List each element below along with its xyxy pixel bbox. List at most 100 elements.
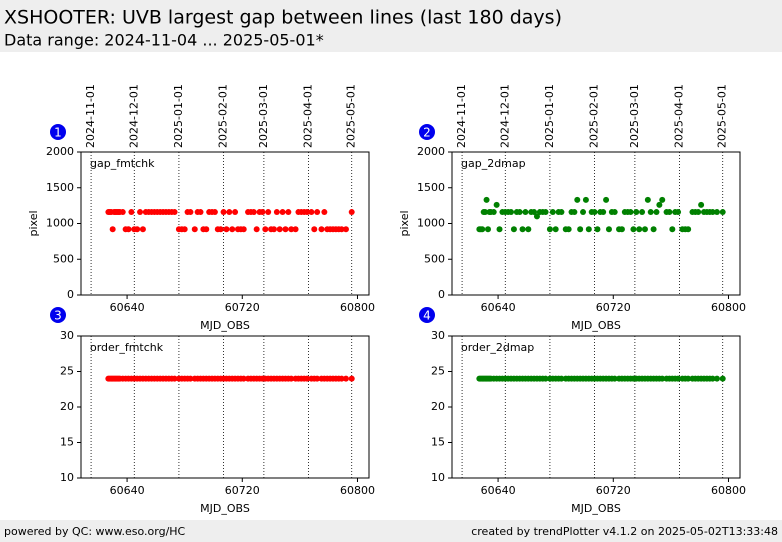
point (171, 209, 178, 216)
point (533, 213, 540, 220)
point (203, 226, 210, 233)
point (630, 226, 637, 233)
point (318, 226, 325, 233)
point (552, 226, 559, 233)
point (137, 209, 144, 216)
point (611, 375, 618, 382)
point (591, 209, 598, 216)
panel-badge (50, 307, 66, 323)
point (571, 209, 578, 216)
point (321, 209, 328, 216)
point (479, 226, 486, 233)
date-label: 2025-05-01 (345, 84, 358, 148)
y-tick-label: 1000 (46, 217, 74, 230)
y-tick-label: 20 (431, 400, 445, 413)
point (565, 226, 572, 233)
point (187, 375, 194, 382)
point (719, 375, 726, 382)
point (659, 375, 666, 382)
x-tick-label: 60640 (481, 484, 516, 497)
x-tick-label: 60800 (340, 301, 375, 314)
date-label: 2025-04-01 (302, 84, 315, 148)
y-tick-label: 1500 (417, 181, 445, 194)
point (666, 209, 673, 216)
point (516, 209, 523, 216)
panel-number: 3 (54, 309, 62, 323)
point (685, 226, 692, 233)
plot-frame (451, 335, 741, 479)
point (217, 226, 224, 233)
x-tick-label: 60720 (225, 484, 260, 497)
point (639, 209, 646, 216)
y-tick-label: 10 (431, 471, 445, 484)
point (577, 226, 584, 233)
date-label: 2024-11-01 (84, 84, 97, 148)
point (240, 375, 247, 382)
title: XSHOOTER: UVB largest gap between lines … (4, 7, 562, 29)
point (549, 209, 556, 216)
footer-bg (0, 520, 782, 542)
x-tick-label: 60800 (711, 301, 746, 314)
point (574, 196, 581, 203)
y-tick-label: 0 (438, 288, 445, 301)
point (304, 209, 311, 216)
point (485, 226, 491, 233)
point (605, 226, 612, 233)
point (653, 209, 660, 216)
point (342, 226, 349, 233)
header-bg (0, 0, 782, 52)
point (292, 226, 299, 233)
footer-right: created by trendPlotter v4.1.2 on 2025-0… (471, 525, 778, 538)
point (191, 226, 198, 233)
point (641, 226, 648, 233)
y-tick-label: 30 (431, 329, 445, 342)
x-axis-label: MJD_OBS (571, 502, 621, 515)
x-tick-label: 60720 (225, 301, 260, 314)
point (229, 226, 236, 233)
point (240, 226, 247, 233)
point (338, 375, 345, 382)
point (273, 209, 280, 216)
y-tick-label: 15 (431, 436, 445, 449)
point (636, 226, 643, 233)
point (171, 375, 178, 382)
point (220, 209, 227, 216)
point (522, 209, 529, 216)
plot-frame (451, 151, 741, 296)
x-tick-label: 60720 (596, 484, 631, 497)
point (508, 209, 515, 216)
plot-frame (80, 151, 370, 296)
point (265, 209, 272, 216)
x-tick-label: 60640 (481, 301, 516, 314)
point (119, 209, 126, 216)
y-tick-label: 1000 (417, 217, 445, 230)
point (659, 196, 666, 203)
series-label: gap_fmtchk (90, 157, 155, 170)
point (531, 209, 538, 216)
point (510, 226, 517, 233)
point (262, 226, 269, 233)
plot-frame (80, 335, 370, 479)
series-label: gap_2dmap (461, 157, 526, 170)
y-tick-label: 500 (424, 252, 445, 265)
x-axis-label: MJD_OBS (571, 319, 621, 332)
point (719, 209, 726, 216)
point (348, 209, 355, 216)
point (713, 209, 720, 216)
point (314, 209, 321, 216)
point (308, 209, 315, 216)
point (139, 226, 146, 233)
point (259, 209, 266, 216)
point (546, 226, 553, 233)
date-label: 2024-12-01 (498, 84, 511, 148)
point (226, 209, 233, 216)
x-tick-label: 60720 (596, 301, 631, 314)
point (483, 196, 490, 203)
subtitle: Data range: 2024-11-04 ... 2025-05-01* (4, 31, 324, 50)
point (270, 226, 277, 233)
point (594, 226, 601, 233)
point (482, 209, 489, 216)
point (600, 209, 607, 216)
point (542, 209, 549, 216)
